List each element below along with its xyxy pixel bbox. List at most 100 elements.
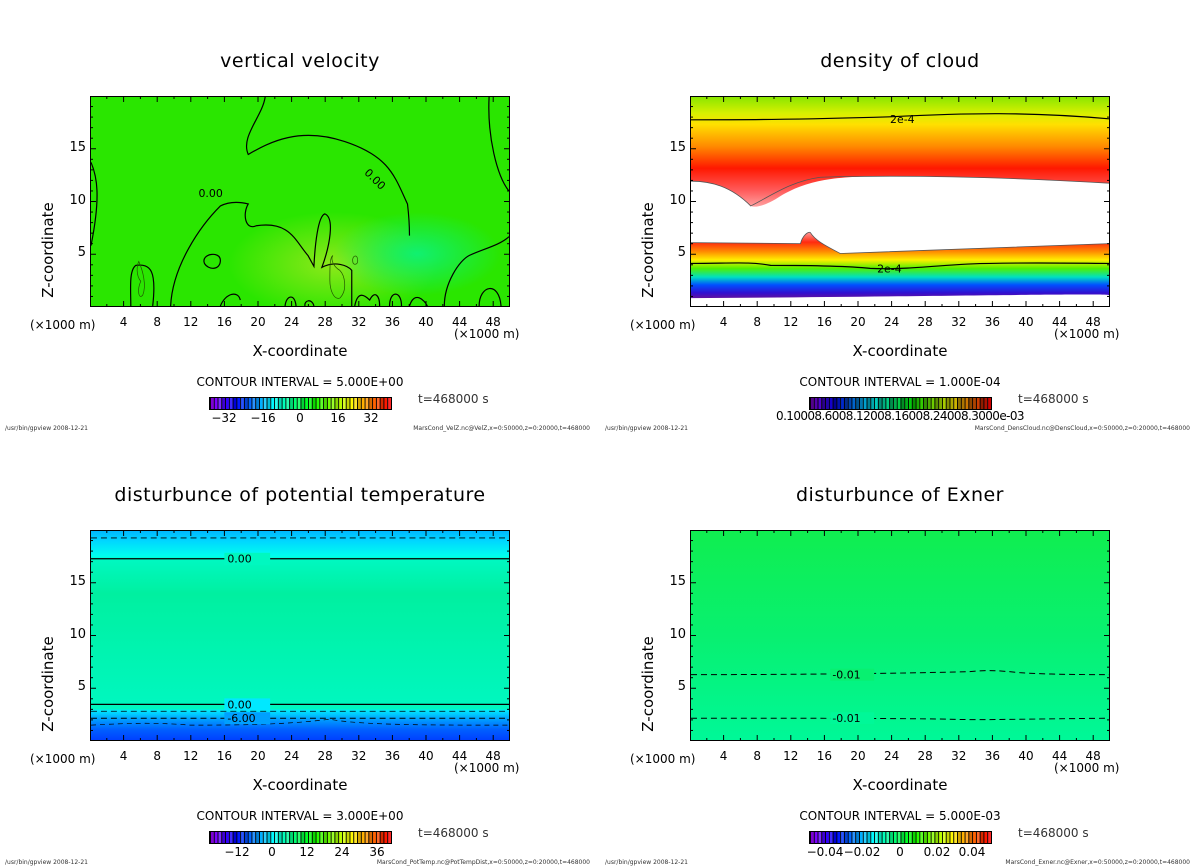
colorbar-separator (364, 398, 366, 409)
colorbar-separator (896, 398, 898, 409)
colorbar-separator (274, 398, 276, 409)
colorbar-separator (828, 832, 830, 843)
colorbar-separator (330, 398, 332, 409)
colorbar-separator (870, 398, 872, 409)
x-axis-label: X-coordinate (252, 342, 348, 360)
colorbar-separator (972, 398, 974, 409)
contour-label: 0.00 (198, 187, 222, 200)
colorbar-swatch (949, 398, 954, 409)
colorbar-separator (847, 398, 849, 409)
x-tick-label: 8 (753, 749, 761, 763)
colorbar-swatch (330, 398, 335, 409)
colorbar-separator (225, 398, 226, 409)
colorbar-separator (228, 832, 230, 843)
colorbar-swatch (840, 398, 845, 409)
colorbar-separator (341, 832, 343, 843)
x-tick-label: 32 (951, 749, 967, 763)
colorbar-swatch (315, 398, 320, 409)
colorbar-swatch (855, 398, 860, 409)
colorbar-swatch (289, 398, 294, 409)
colorbar-swatch (953, 832, 958, 843)
contour-label: 0.00 (227, 553, 251, 566)
x-tick-label: 4 (119, 315, 128, 329)
x-unit-right: (×1000 m) (1054, 327, 1120, 341)
colorbar-separator (296, 832, 298, 843)
plot-area: 0.00 0.00 (90, 96, 510, 307)
colorbar-separator (349, 398, 351, 409)
colorbar-swatch (372, 398, 377, 409)
colorbar-swatch (968, 398, 973, 409)
colorbar-separator (813, 398, 815, 409)
colorbar-swatch (323, 398, 327, 409)
colorbar-separator (251, 398, 253, 409)
x-tick-label: 44 (451, 749, 468, 763)
colorbar-swatch (334, 398, 339, 409)
colorbar-separator (874, 398, 876, 409)
colorbar-swatch (364, 398, 369, 409)
colorbar-swatch (300, 398, 305, 409)
colorbar-swatch (843, 832, 848, 843)
colorbar-swatch (941, 832, 946, 843)
colorbar-swatch (904, 832, 909, 843)
colorbar-separator (270, 832, 272, 843)
colorbar-separator (923, 398, 925, 409)
x-tick-label: 44 (1051, 749, 1068, 763)
colorbar-tick: 0 (896, 845, 904, 859)
colorbar-separator (319, 832, 321, 843)
colorbar-swatch (360, 398, 365, 409)
colorbar-separator (225, 832, 226, 843)
contour-label: 0.00 (227, 698, 251, 711)
x-tick-label: 48 (485, 749, 501, 763)
colorbar-swatch (323, 832, 327, 843)
colorbar-separator (266, 832, 268, 843)
y-tick-label: 10 (69, 192, 86, 208)
colorbar-swatch (840, 832, 845, 843)
colorbar-swatch (383, 832, 388, 843)
colorbar-separator (810, 832, 811, 843)
colorbar-separator (383, 832, 385, 843)
x-tick-label: 4 (719, 315, 728, 329)
contour-interval: CONTOUR INTERVAL = 5.000E+00 (196, 375, 404, 389)
colorbar-swatch (813, 398, 818, 409)
colorbar-swatch (228, 398, 233, 409)
y-axis-label: Z-coordinate (39, 201, 57, 298)
colorbar-separator (360, 398, 362, 409)
colorbar-swatch (915, 832, 920, 843)
colorbar-tick: 0.02 (923, 845, 951, 859)
colorbar-tick: 16 (330, 411, 346, 425)
colorbar-separator (270, 398, 272, 409)
colorbar-swatch (345, 398, 350, 409)
x-tick-label: 28 (917, 315, 933, 329)
colorbar-separator (859, 398, 860, 409)
colorbar-separator (357, 398, 358, 409)
colorbar-separator (949, 832, 951, 843)
colorbar-separator (926, 398, 928, 409)
colorbar-swatch (210, 832, 214, 843)
colorbar-swatch (866, 832, 871, 843)
colorbar-swatch (251, 398, 256, 409)
colorbar-swatch (859, 832, 863, 843)
footer-left: /usr/bin/gpview 2008-12-21 (5, 859, 88, 866)
colorbar-separator (892, 832, 894, 843)
colorbar-separator (911, 832, 913, 843)
x-unit-right: (×1000 m) (454, 327, 520, 341)
colorbar-swatch (825, 398, 829, 409)
colorbar-separator (364, 832, 366, 843)
colorbar-separator (330, 832, 332, 843)
colorbar-swatch (357, 398, 361, 409)
chart-title: density of cloud (820, 50, 980, 72)
colorbar-separator (262, 832, 264, 843)
colorbar-separator (281, 398, 283, 409)
colorbar-swatch (232, 398, 237, 409)
colorbar-separator (960, 398, 962, 409)
colorbar-separator (851, 398, 853, 409)
colorbar-separator (843, 398, 845, 409)
contour-label: -6.00 (227, 712, 255, 725)
colorbar-swatch (338, 398, 343, 409)
colorbar-separator (217, 832, 219, 843)
colorbar-separator (877, 398, 879, 409)
panel-density-of-cloud: density of cloud (600, 0, 1200, 434)
colorbar-swatch (987, 832, 991, 843)
colorbar-separator (387, 398, 389, 409)
colorbar-swatch (889, 832, 894, 843)
